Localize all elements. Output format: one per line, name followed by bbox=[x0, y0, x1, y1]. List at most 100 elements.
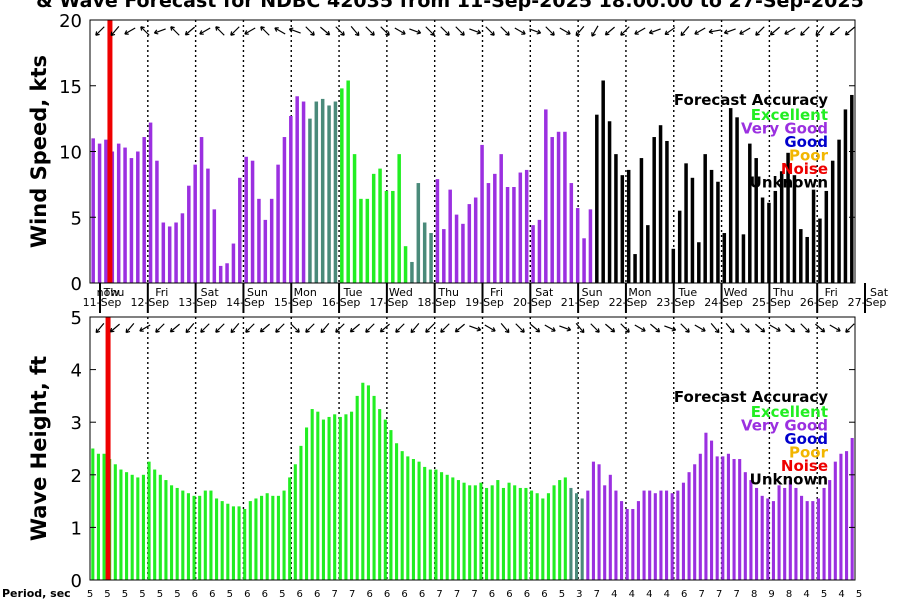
wind-bar bbox=[531, 225, 535, 283]
direction-arrow bbox=[394, 27, 406, 35]
wave-bar bbox=[530, 490, 534, 580]
wave-bar bbox=[732, 459, 736, 580]
direction-arrow bbox=[559, 27, 571, 35]
wave-bar bbox=[743, 472, 747, 580]
direction-arrow bbox=[620, 323, 630, 333]
date-label: 25-Sep bbox=[752, 296, 791, 309]
wind-bar bbox=[365, 198, 370, 283]
wind-bar bbox=[595, 114, 599, 284]
date-label: 14-Sep bbox=[226, 296, 265, 309]
direction-arrow bbox=[723, 28, 736, 35]
now-line bbox=[105, 317, 111, 580]
legend-entry: Very Good bbox=[741, 120, 828, 138]
wind-bar bbox=[340, 88, 344, 283]
period-value: 7 bbox=[594, 589, 600, 600]
day-label: Sat bbox=[535, 286, 554, 299]
wave-bar bbox=[417, 461, 421, 580]
wind-bar bbox=[416, 183, 421, 283]
wave-bar bbox=[631, 508, 635, 580]
period-value: 7 bbox=[733, 589, 739, 600]
wind-bar bbox=[187, 185, 191, 283]
date-label: 11-Sep bbox=[83, 296, 122, 309]
period-value: 7 bbox=[471, 589, 477, 600]
wind-bar bbox=[218, 265, 223, 283]
wave-bar bbox=[496, 480, 500, 580]
wind-bar bbox=[550, 137, 554, 283]
day-label: Fri bbox=[155, 286, 168, 299]
legend-entry: Excellent bbox=[751, 106, 828, 124]
wind-bar bbox=[225, 263, 229, 283]
direction-arrow bbox=[545, 26, 555, 36]
wave-bar bbox=[231, 506, 235, 580]
wind-bar bbox=[473, 197, 478, 283]
wind-ylabel: Wind Speed, kts bbox=[27, 55, 51, 248]
wind-bar bbox=[556, 131, 561, 283]
wind-bar bbox=[461, 223, 465, 283]
wind-bar bbox=[435, 179, 440, 283]
day-label: Sun bbox=[582, 286, 603, 299]
day-label: Fri bbox=[825, 286, 838, 299]
wave-bar bbox=[321, 419, 325, 580]
direction-arrow bbox=[664, 27, 676, 36]
wind-bar bbox=[544, 109, 548, 283]
wind-bar bbox=[397, 154, 401, 283]
period-value: 6 bbox=[366, 589, 372, 600]
wave-bar bbox=[738, 459, 742, 580]
wave-axes-frame bbox=[89, 316, 856, 581]
direction-arrow bbox=[815, 26, 825, 37]
wave-height-panel: 0 1 2 3 4 5 Wave Height, ft Forecast AccuracyEx… bbox=[27, 308, 856, 592]
wave-bar bbox=[355, 395, 359, 580]
direction-arrow bbox=[365, 26, 375, 36]
wave-bar bbox=[636, 501, 640, 580]
wave-bar bbox=[153, 469, 157, 580]
period-value: 7 bbox=[699, 589, 705, 600]
direction-arrow bbox=[200, 323, 210, 333]
wind-bar bbox=[575, 208, 580, 283]
wave-bar bbox=[456, 480, 460, 580]
direction-arrow bbox=[739, 27, 751, 35]
wave-bar bbox=[473, 485, 477, 580]
direction-arrow bbox=[590, 323, 600, 333]
wave-bar bbox=[687, 472, 691, 580]
wind-bar bbox=[818, 218, 822, 283]
wave-bar bbox=[175, 487, 179, 580]
wave-bar bbox=[293, 464, 297, 580]
legend-entry: Noise bbox=[781, 457, 828, 475]
direction-arrow bbox=[215, 26, 225, 36]
period-value: 6 bbox=[244, 589, 250, 600]
ytick-label: 0 bbox=[71, 274, 82, 295]
wind-bar bbox=[626, 169, 631, 283]
period-value: 9 bbox=[768, 589, 774, 600]
wind-bar bbox=[569, 183, 574, 283]
wave-bar bbox=[524, 487, 528, 580]
direction-arrow bbox=[829, 26, 840, 36]
wave-bar bbox=[563, 477, 567, 580]
wave-bar bbox=[400, 451, 404, 580]
direction-arrow bbox=[469, 325, 482, 332]
direction-arrow bbox=[605, 323, 616, 333]
wind-bar bbox=[467, 204, 472, 283]
period-value: 5 bbox=[104, 589, 110, 600]
direction-arrow bbox=[95, 26, 105, 36]
date-label: 16-Sep bbox=[322, 296, 361, 309]
wind-bar bbox=[174, 222, 178, 283]
ytick-label: 15 bbox=[59, 77, 82, 98]
wind-bar bbox=[633, 254, 637, 283]
direction-arrow bbox=[664, 325, 677, 332]
wind-bar bbox=[238, 177, 242, 283]
wind-bar bbox=[563, 131, 567, 283]
ytick-label: 20 bbox=[59, 11, 82, 32]
wave-bar bbox=[243, 508, 247, 580]
legend-entry: Very Good bbox=[741, 417, 828, 435]
direction-arrow bbox=[379, 323, 390, 333]
wind-bar bbox=[786, 152, 790, 283]
direction-arrow bbox=[620, 26, 630, 36]
direction-arrow bbox=[725, 323, 735, 334]
wave-bar bbox=[749, 480, 753, 580]
direction-arrow bbox=[740, 323, 750, 333]
direction-arrow bbox=[425, 323, 435, 333]
wind-bar bbox=[811, 189, 816, 283]
direction-arrow bbox=[155, 323, 165, 333]
wave-bar bbox=[648, 490, 652, 580]
direction-arrow bbox=[845, 323, 855, 333]
